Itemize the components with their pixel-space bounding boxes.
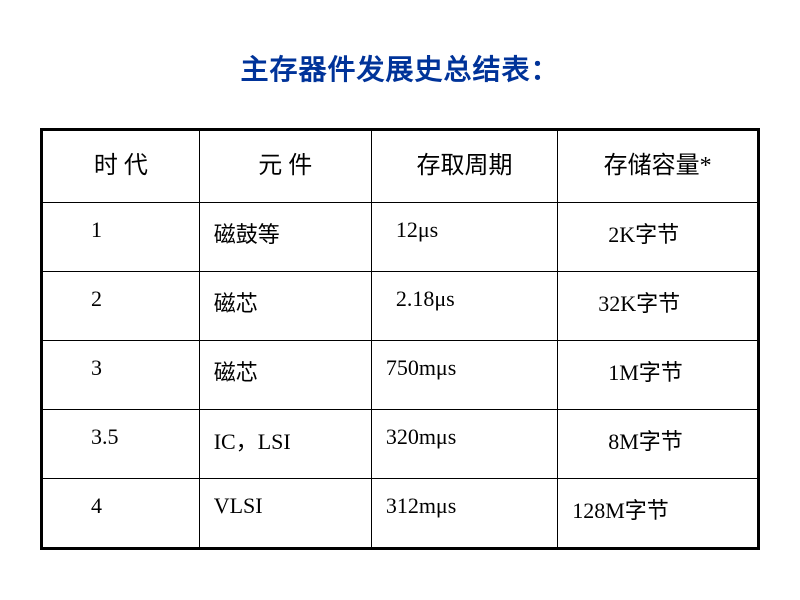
cell-gen: 3.5 (42, 410, 200, 479)
cell-gen: 2 (42, 272, 200, 341)
page-title: 主存器件发展史总结表： (0, 48, 800, 88)
cell-component: VLSI (199, 479, 371, 549)
cell-gen: 3 (42, 341, 200, 410)
cell-capacity: 32K字节 (558, 272, 759, 341)
col-header-cycle: 存取周期 (371, 130, 557, 203)
cell-cycle: 312mμs (371, 479, 557, 549)
cell-cycle: 320mμs (371, 410, 557, 479)
cell-component: 磁芯 (199, 272, 371, 341)
cell-component: 磁芯 (199, 341, 371, 410)
cell-component: IC，LSI (199, 410, 371, 479)
table-row: 3.5 IC，LSI 320mμs 8M字节 (42, 410, 759, 479)
cell-component: 磁鼓等 (199, 203, 371, 272)
cell-gen: 1 (42, 203, 200, 272)
summary-table-wrap: 时 代 元 件 存取周期 存储容量* 1 磁鼓等 12μs 2K字节 2 磁芯 … (40, 128, 760, 550)
table-row: 4 VLSI 312mμs 128M字节 (42, 479, 759, 549)
cell-capacity: 128M字节 (558, 479, 759, 549)
table-row: 1 磁鼓等 12μs 2K字节 (42, 203, 759, 272)
table-header-row: 时 代 元 件 存取周期 存储容量* (42, 130, 759, 203)
summary-table: 时 代 元 件 存取周期 存储容量* 1 磁鼓等 12μs 2K字节 2 磁芯 … (40, 128, 760, 550)
cell-gen: 4 (42, 479, 200, 549)
col-header-component: 元 件 (199, 130, 371, 203)
cell-capacity: 2K字节 (558, 203, 759, 272)
cell-capacity: 1M字节 (558, 341, 759, 410)
cell-cycle: 2.18μs (371, 272, 557, 341)
col-header-capacity: 存储容量* (558, 130, 759, 203)
col-header-generation: 时 代 (42, 130, 200, 203)
cell-cycle: 750mμs (371, 341, 557, 410)
cell-capacity: 8M字节 (558, 410, 759, 479)
cell-cycle: 12μs (371, 203, 557, 272)
table-row: 2 磁芯 2.18μs 32K字节 (42, 272, 759, 341)
table-row: 3 磁芯 750mμs 1M字节 (42, 341, 759, 410)
